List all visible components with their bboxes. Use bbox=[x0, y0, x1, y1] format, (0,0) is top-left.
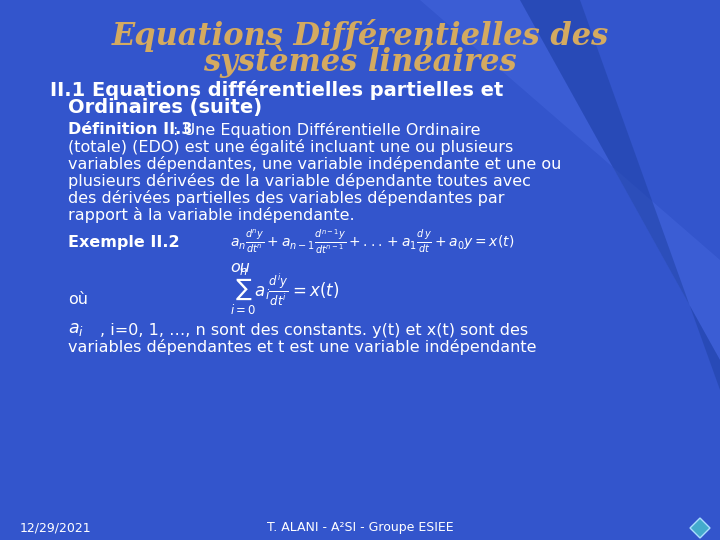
Text: T. ALANI - A²SI - Groupe ESIEE: T. ALANI - A²SI - Groupe ESIEE bbox=[266, 522, 454, 535]
Text: $\sum_{i=0}^{n} a_i \frac{d^i y}{dt^i} = x(t)$: $\sum_{i=0}^{n} a_i \frac{d^i y}{dt^i} =… bbox=[230, 267, 339, 317]
Text: variables dépendantes, une variable indépendante et une ou: variables dépendantes, une variable indé… bbox=[68, 156, 562, 172]
Text: Définition II.3: Définition II.3 bbox=[68, 123, 192, 138]
Text: 3: 3 bbox=[692, 522, 700, 535]
Text: rapport à la variable indépendante.: rapport à la variable indépendante. bbox=[68, 207, 355, 223]
Text: où: où bbox=[68, 293, 88, 307]
Text: (totale) (EDO) est une égalité incluant une ou plusieurs: (totale) (EDO) est une égalité incluant … bbox=[68, 139, 513, 155]
Polygon shape bbox=[420, 0, 720, 360]
Text: plusieurs dérivées de la variable dépendante toutes avec: plusieurs dérivées de la variable dépend… bbox=[68, 173, 531, 189]
Text: Exemple II.2: Exemple II.2 bbox=[68, 234, 179, 249]
Text: , i=0, 1, …, n sont des constants. y(t) et x(t) sont des: , i=0, 1, …, n sont des constants. y(t) … bbox=[100, 322, 528, 338]
Text: des dérivées partielles des variables dépendantes par: des dérivées partielles des variables dé… bbox=[68, 190, 505, 206]
Polygon shape bbox=[690, 518, 710, 538]
Text: systèmes linéaires: systèmes linéaires bbox=[203, 45, 517, 78]
Text: $a_i$: $a_i$ bbox=[68, 321, 84, 339]
Text: : Une Equation Différentielle Ordinaire: : Une Equation Différentielle Ordinaire bbox=[173, 122, 480, 138]
Text: ou: ou bbox=[230, 260, 250, 275]
Text: Ordinaires (suite): Ordinaires (suite) bbox=[68, 98, 262, 118]
Text: Equations Différentielles des: Equations Différentielles des bbox=[112, 18, 608, 51]
Text: variables dépendantes et t est une variable indépendante: variables dépendantes et t est une varia… bbox=[68, 339, 536, 355]
Text: $a_n \frac{d^n y}{dt^n} + a_{n-1} \frac{d^{n-1}y}{dt^{n-1}} + ... + a_1 \frac{d\: $a_n \frac{d^n y}{dt^n} + a_{n-1} \frac{… bbox=[230, 228, 514, 256]
Text: 12/29/2021: 12/29/2021 bbox=[20, 522, 91, 535]
Text: II.1 Equations différentielles partielles et: II.1 Equations différentielles partielle… bbox=[50, 80, 503, 100]
Polygon shape bbox=[520, 0, 720, 390]
